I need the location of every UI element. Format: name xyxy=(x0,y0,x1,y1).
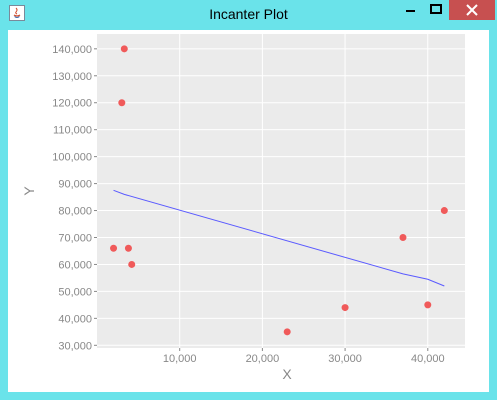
y-axis-label: Y xyxy=(21,186,37,196)
data-point xyxy=(283,328,291,336)
minimize-icon xyxy=(406,10,415,12)
maximize-icon xyxy=(430,4,442,14)
chart-panel: 10,000 20,000 30,000 40,000 30,000 40,000 50,… xyxy=(8,30,489,392)
x-axis-ticks: 10,000 20,000 30,000 40,000 xyxy=(163,348,445,365)
x-tick-label: 30,000 xyxy=(328,353,362,365)
y-tick-label: 70,000 xyxy=(58,232,92,244)
data-point xyxy=(118,99,126,107)
y-tick-label: 40,000 xyxy=(58,313,92,325)
scatter-chart: 10,000 20,000 30,000 40,000 30,000 40,000 50,… xyxy=(21,34,465,382)
chart-series xyxy=(110,45,448,336)
window-title: Incanter Plot xyxy=(209,6,288,22)
y-tick-label: 60,000 xyxy=(58,259,92,271)
maximize-button[interactable] xyxy=(423,0,449,20)
title-bar[interactable]: Incanter Plot xyxy=(0,0,497,28)
data-point xyxy=(120,45,128,53)
close-button[interactable] xyxy=(449,0,495,20)
y-tick-label: 120,000 xyxy=(52,98,92,110)
data-point xyxy=(440,207,448,215)
y-tick-label: 50,000 xyxy=(58,286,92,298)
y-tick-label: 100,000 xyxy=(52,152,92,164)
y-tick-label: 80,000 xyxy=(58,206,92,218)
y-tick-label: 130,000 xyxy=(52,71,92,83)
data-point xyxy=(399,233,407,241)
x-tick-label: 10,000 xyxy=(163,353,197,365)
gridlines xyxy=(97,34,465,348)
data-point xyxy=(341,304,349,312)
x-tick-label: 40,000 xyxy=(411,353,445,365)
plot-area xyxy=(97,34,465,348)
data-point xyxy=(110,244,118,252)
data-point xyxy=(124,244,132,252)
java-app-icon[interactable] xyxy=(9,5,25,21)
minimize-button[interactable] xyxy=(397,0,423,20)
close-icon xyxy=(466,4,478,16)
data-point xyxy=(128,260,136,268)
y-tick-label: 30,000 xyxy=(58,340,92,352)
y-axis-ticks: 30,000 40,000 50,000 60,000 70,000 80,000 90,0… xyxy=(52,44,97,352)
data-point xyxy=(424,301,432,309)
y-tick-label: 110,000 xyxy=(53,125,92,137)
y-tick-label: 90,000 xyxy=(58,179,92,191)
y-tick-label: 140,000 xyxy=(52,44,92,56)
regression-line xyxy=(113,189,445,287)
x-axis-label: X xyxy=(282,366,292,382)
x-tick-label: 20,000 xyxy=(246,353,280,365)
